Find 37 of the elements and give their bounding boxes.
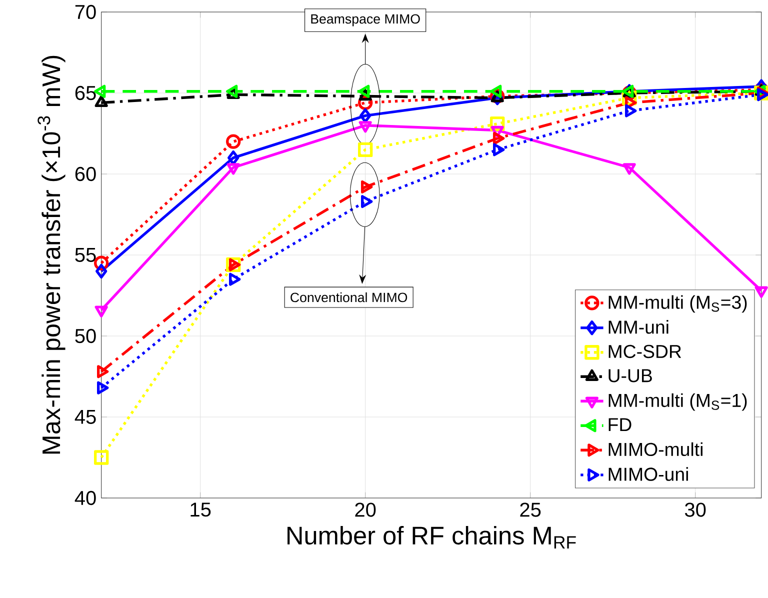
legend-label: MC-SDR — [608, 344, 682, 358]
y-tick-label: 65 — [75, 86, 96, 100]
x-tick-label: 20 — [355, 502, 376, 517]
point — [754, 286, 768, 298]
x-tick-label: 30 — [684, 502, 706, 517]
point — [96, 264, 108, 279]
legend-label: MIMO-uni — [608, 467, 688, 481]
x-tick-label: 15 — [190, 502, 211, 517]
y-tick-label: 60 — [75, 166, 96, 182]
y-tick-label: 55 — [75, 248, 96, 262]
point — [228, 150, 240, 166]
point — [97, 365, 109, 378]
legend-label: MM-uni — [608, 320, 668, 334]
annotation: Conventional MIMO — [290, 292, 408, 302]
point — [358, 84, 370, 98]
point — [94, 306, 108, 318]
y-tick-label: 50 — [75, 328, 96, 344]
point — [360, 108, 372, 124]
legend-label: FD — [608, 418, 632, 432]
y-tick-label: 45 — [74, 410, 96, 424]
point — [358, 142, 373, 158]
x-axis-title: Number of RF chains M$_{RF}$ — [288, 526, 576, 548]
x-tick-label: 25 — [520, 502, 541, 517]
point — [490, 84, 502, 98]
y-tick-label: 40 — [74, 490, 96, 506]
legend-label: MIMO-multi — [608, 442, 702, 456]
legend-label: MM-multi (M$_{S}$=1) — [608, 393, 747, 411]
legend-label: MM-multi (M$_{S}$=3) — [608, 295, 747, 313]
point — [94, 450, 109, 465]
y-axis-title: Max-min power transfer (×10$^{-3}$ mW) — [38, 56, 66, 454]
point — [97, 381, 109, 394]
point — [226, 84, 238, 98]
y-tick-label: 70 — [75, 4, 96, 20]
point — [226, 134, 241, 149]
point — [94, 95, 108, 108]
annotation: Beamspace MIMO — [311, 14, 420, 26]
legend-label: U-UB — [608, 369, 652, 382]
